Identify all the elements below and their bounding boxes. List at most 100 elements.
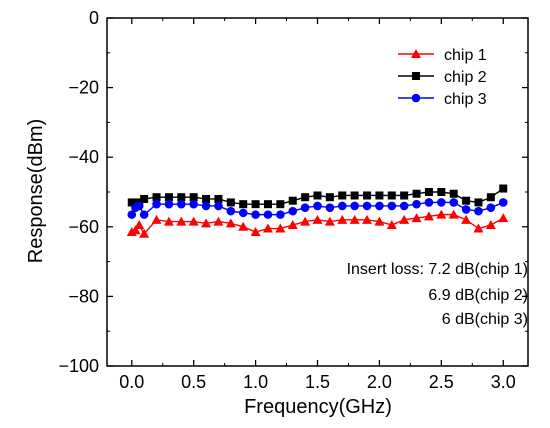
x-tick-label: 0.0 [119, 372, 144, 392]
legend-label: chip 1 [444, 47, 487, 64]
data-point [324, 216, 335, 226]
data-point [201, 201, 211, 211]
data-point [474, 198, 483, 207]
x-tick-label: 2.5 [429, 372, 454, 392]
data-point [474, 206, 483, 216]
data-point [400, 191, 409, 200]
y-axis-title: Response(dBm) [25, 119, 47, 264]
series-layer [126, 184, 509, 238]
annotation-line-3: 6 dB(chip 3) [442, 311, 528, 328]
x-tick-label: 0.5 [181, 372, 206, 392]
data-point [362, 201, 372, 211]
data-point [188, 216, 199, 226]
data-point [301, 193, 310, 202]
data-point [275, 223, 286, 233]
data-point [350, 191, 359, 200]
data-point [424, 198, 434, 207]
data-point [363, 191, 372, 200]
data-point [214, 201, 223, 211]
data-point [226, 206, 236, 216]
data-point [498, 198, 508, 207]
data-point [276, 210, 285, 219]
data-point [213, 216, 224, 226]
data-point [486, 193, 495, 202]
data-point [412, 189, 421, 198]
data-point [498, 213, 509, 223]
data-point [251, 200, 260, 209]
data-point [152, 193, 161, 202]
data-point [300, 203, 310, 212]
data-point [262, 223, 273, 233]
data-point [424, 188, 433, 196]
legend-item: chip 1 [398, 47, 487, 64]
data-point [350, 201, 359, 211]
data-point [338, 191, 347, 200]
data-point [423, 211, 434, 221]
data-point [189, 193, 198, 202]
data-point [399, 201, 409, 211]
data-point [448, 209, 459, 219]
data-point [287, 220, 298, 230]
data-point [325, 193, 334, 202]
data-point [288, 206, 298, 216]
data-point [349, 214, 360, 224]
data-point [164, 199, 174, 209]
data-point [238, 208, 248, 218]
data-point [312, 214, 323, 224]
y-tick-label: −100 [58, 356, 99, 376]
data-point [201, 218, 212, 228]
legend-marker [412, 72, 420, 80]
legend-item: chip 2 [398, 69, 487, 86]
data-point [226, 198, 235, 207]
annotation-line-1: Insert loss: 7.2 dB(chip 1) [347, 261, 528, 278]
data-point [437, 188, 446, 196]
data-point [337, 201, 347, 211]
data-point [127, 210, 137, 219]
data-point [176, 216, 187, 226]
data-point [436, 209, 447, 219]
data-point [263, 210, 273, 219]
data-point [288, 196, 297, 205]
data-point [375, 191, 384, 200]
data-point [134, 220, 145, 230]
data-point [152, 199, 161, 209]
data-point [130, 225, 141, 235]
data-point [276, 200, 285, 209]
data-point [387, 191, 396, 200]
x-tick-label: 1.5 [305, 372, 330, 392]
legend-label: chip 2 [444, 69, 487, 86]
y-tick-label: 0 [89, 8, 99, 28]
data-point [449, 189, 458, 198]
x-axis-title: Frequency(GHz) [244, 396, 392, 418]
legend-item: chip 3 [398, 91, 487, 108]
data-point [251, 210, 260, 219]
data-point [386, 220, 397, 230]
data-point [139, 210, 149, 219]
x-tick-label: 2.0 [367, 372, 392, 392]
data-point [337, 214, 348, 224]
data-point [177, 193, 186, 202]
data-point [313, 191, 322, 200]
annotation-line-2: 6.9 dB(chip 2) [428, 287, 528, 304]
y-tick-label: −20 [68, 78, 99, 98]
data-point [411, 213, 422, 223]
data-point [139, 228, 150, 238]
data-point [189, 199, 198, 209]
annotation-insert-loss: Insert loss: 7.2 dB(chip 1) 6.9 dB(chip … [347, 261, 528, 328]
series-chip-1 [126, 209, 509, 238]
data-point [300, 216, 311, 226]
data-point [486, 203, 496, 212]
data-point [151, 214, 162, 224]
data-point [485, 220, 496, 230]
data-point [325, 203, 335, 212]
data-point [140, 194, 149, 203]
data-point [238, 221, 249, 231]
legend-marker [411, 93, 421, 103]
data-point [375, 201, 384, 211]
data-point [461, 214, 472, 224]
data-point [412, 199, 421, 209]
data-point [499, 184, 508, 193]
data-point [214, 194, 223, 203]
data-point [239, 200, 248, 209]
